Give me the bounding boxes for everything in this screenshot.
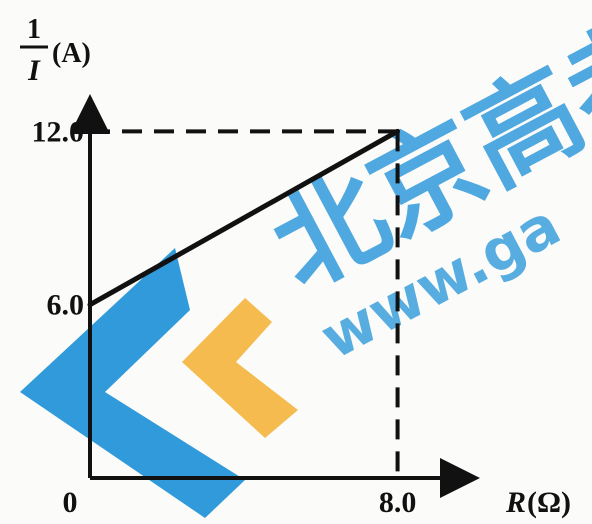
y-axis-label: 1 I (A) <box>20 14 91 87</box>
x-axis-label-unit: (Ω) <box>527 486 571 519</box>
x-axis-label-symbol: R <box>505 486 526 519</box>
watermark-logo: 北京高考 www.ga <box>20 0 592 518</box>
series-line <box>87 128 401 308</box>
y-axis-label-unit: (A) <box>52 38 91 69</box>
x-tick-label-8: 8.0 <box>379 486 417 519</box>
y-axis-label-denominator: I <box>27 54 41 87</box>
watermark-blue-swoosh <box>20 248 245 518</box>
origin-label: 0 <box>63 486 78 519</box>
y-tick-label-6: 6.0 <box>47 289 85 322</box>
y-axis-label-numerator: 1 <box>27 14 41 45</box>
y-tick-label-12: 12.0 <box>32 115 85 148</box>
watermark-orange-chevron <box>182 298 298 438</box>
x-axis-label: R (Ω) <box>505 486 571 519</box>
